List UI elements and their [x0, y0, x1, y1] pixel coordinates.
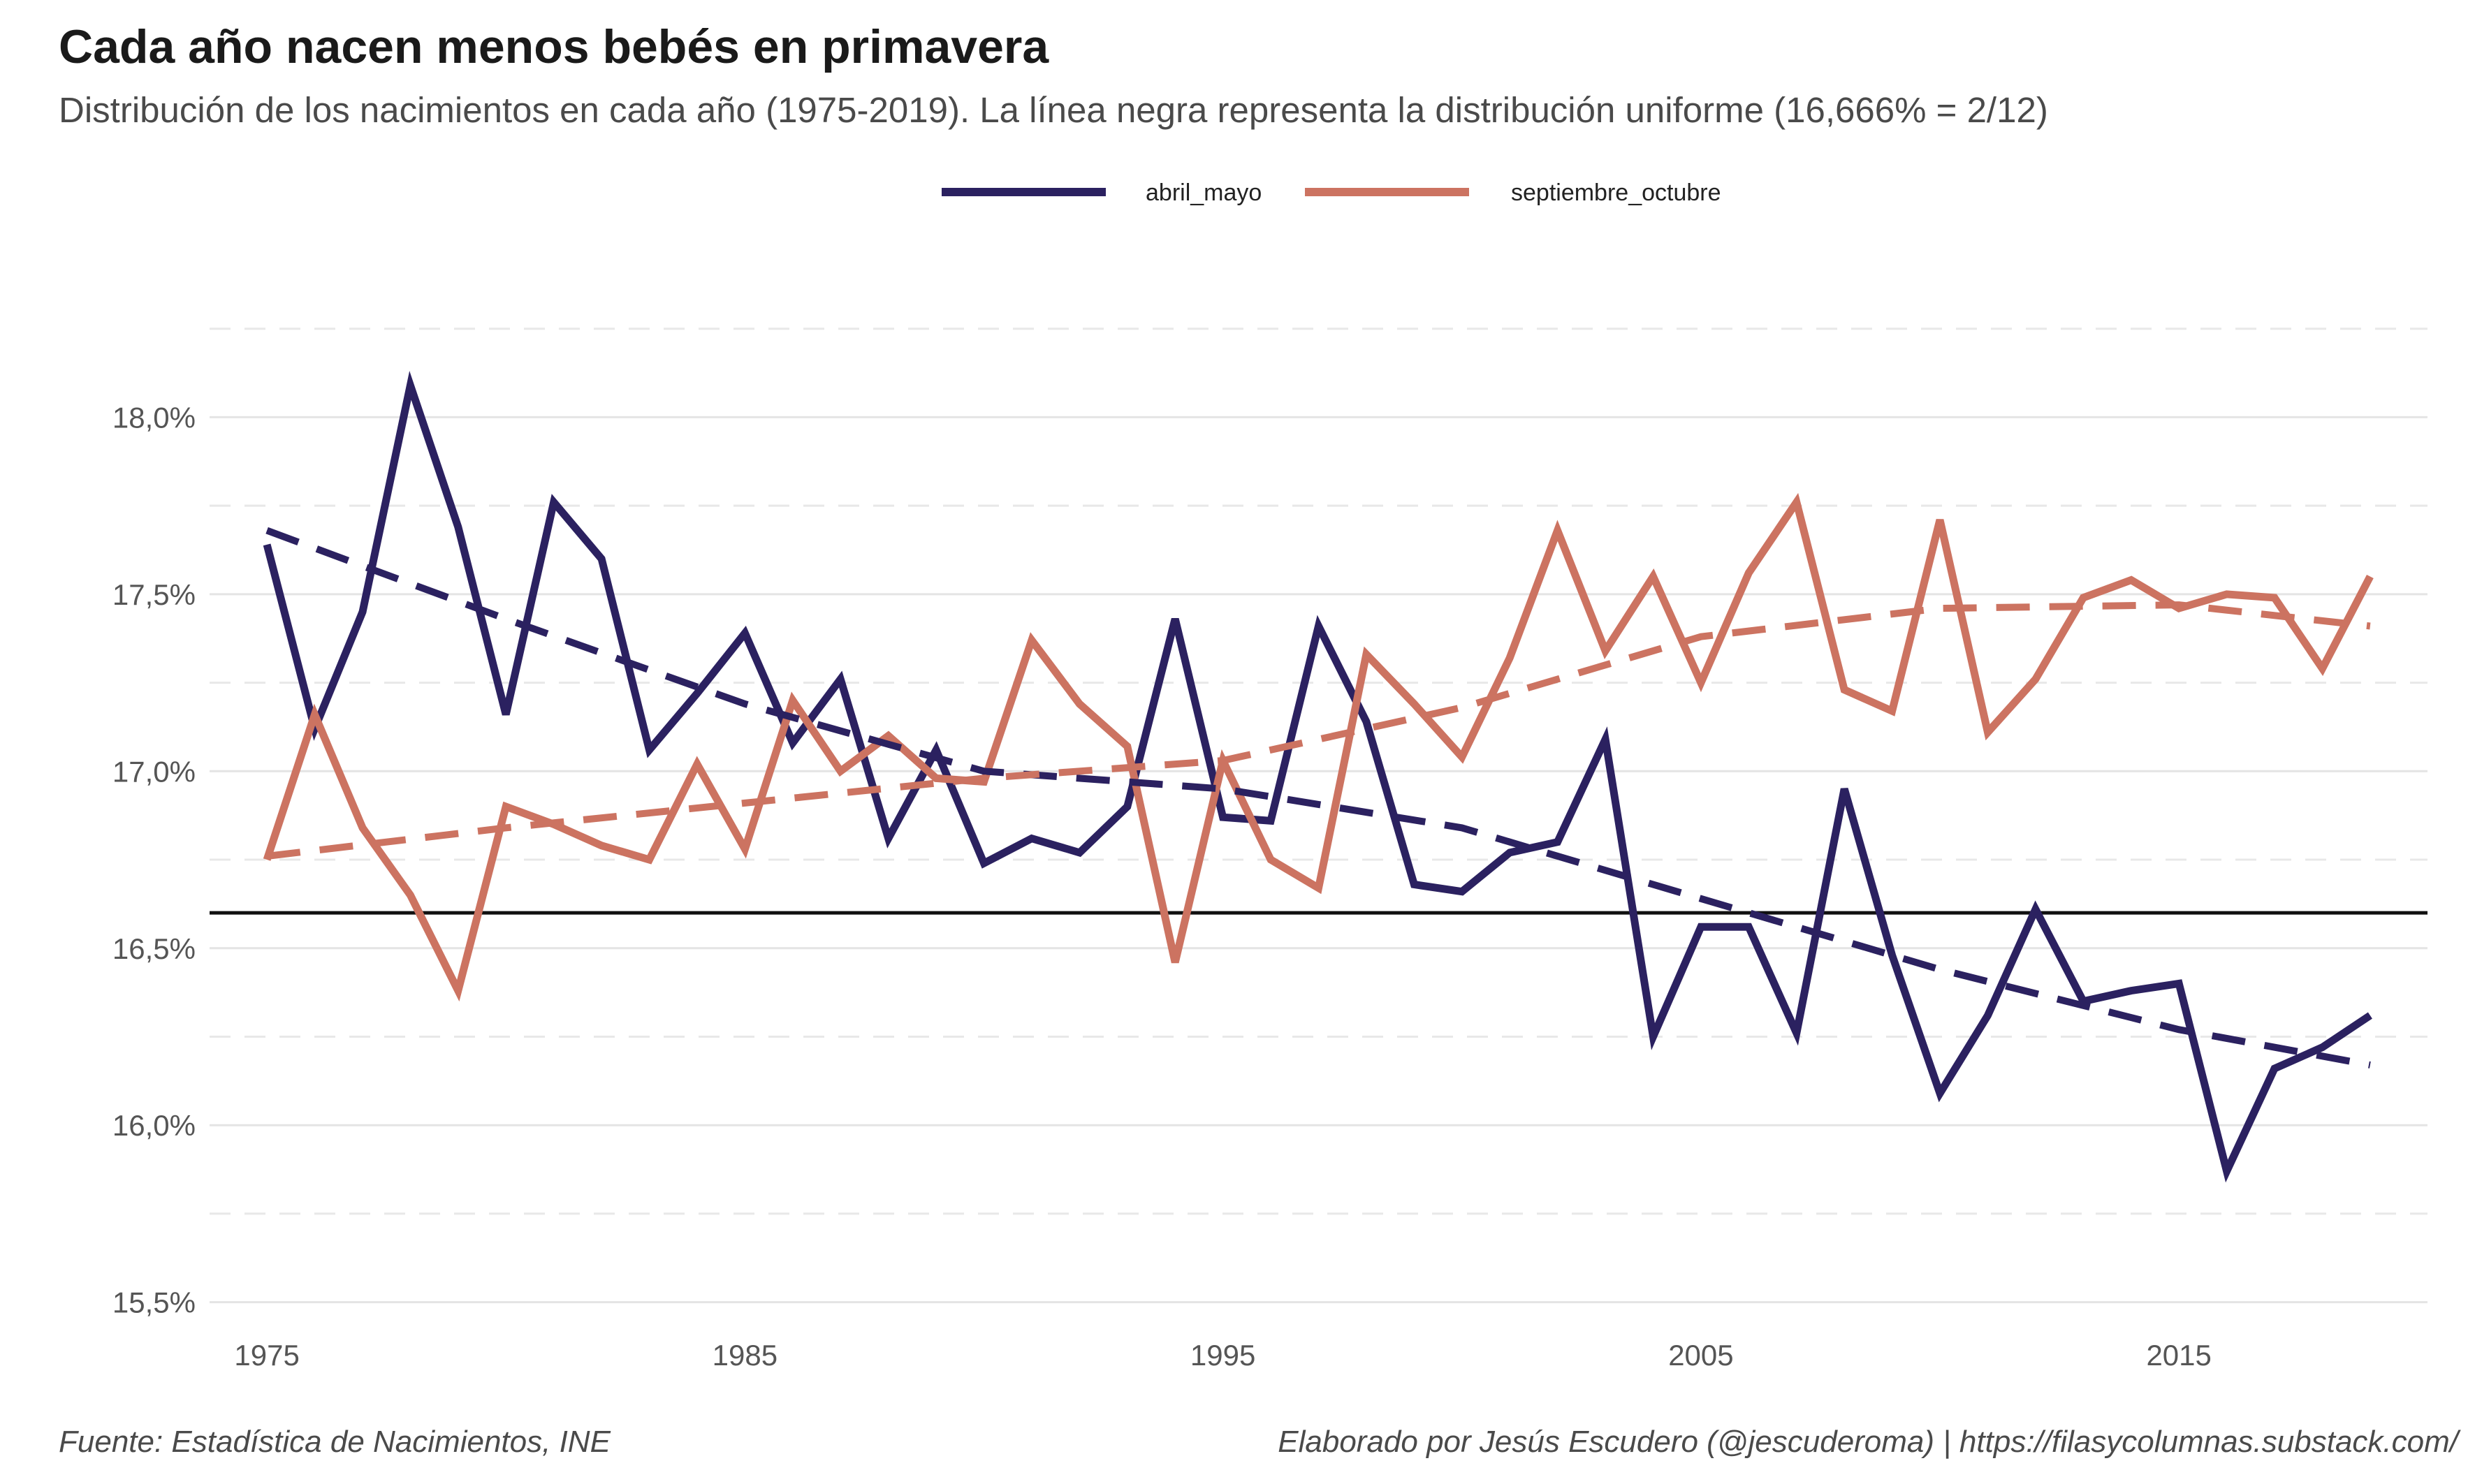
- y-tick-label: 16,5%: [112, 932, 196, 965]
- x-tick-label: 1995: [1190, 1339, 1255, 1372]
- chart-title: Cada año nacen menos bebés en primavera: [59, 20, 1049, 73]
- legend-label-abril-mayo: abril_mayo: [1146, 179, 1262, 206]
- y-tick-label: 18,0%: [112, 401, 196, 434]
- x-tick-label: 2015: [2146, 1339, 2211, 1372]
- y-tick-label: 17,0%: [112, 755, 196, 788]
- series-line-septiembre_octubre: [263, 492, 2374, 1002]
- series-layer: [263, 370, 2374, 1183]
- legend-label-septiembre-octubre: septiembre_octubre: [1511, 179, 1721, 206]
- axis-labels: 15,5% 16,0% 16,5% 17,0% 17,5% 18,0% 1975 1985 19…: [112, 401, 2212, 1372]
- series-line-abril_mayo: [263, 370, 2372, 1183]
- x-tick-label: 1985: [713, 1339, 777, 1372]
- trend-line-abril_mayo: [265, 527, 2371, 1068]
- x-tick-label: 2005: [1668, 1339, 1733, 1372]
- y-tick-label: 16,0%: [112, 1109, 196, 1142]
- trend-layer: [265, 527, 2371, 1068]
- x-tick-label: 1975: [234, 1339, 299, 1372]
- legend: abril_mayo septiembre_octubre: [942, 179, 1721, 206]
- grid: [210, 328, 2427, 1304]
- trend-line-septiembre_octubre: [266, 601, 2371, 860]
- chart-subtitle: Distribución de los nacimientos en cada …: [59, 90, 2048, 130]
- author-caption: Elaborado por Jesús Escudero (@jescudero…: [1278, 1425, 2458, 1459]
- source-caption: Fuente: Estadística de Nacimientos, INE: [59, 1425, 611, 1459]
- y-tick-label: 17,5%: [112, 578, 196, 611]
- y-tick-label: 15,5%: [112, 1286, 196, 1319]
